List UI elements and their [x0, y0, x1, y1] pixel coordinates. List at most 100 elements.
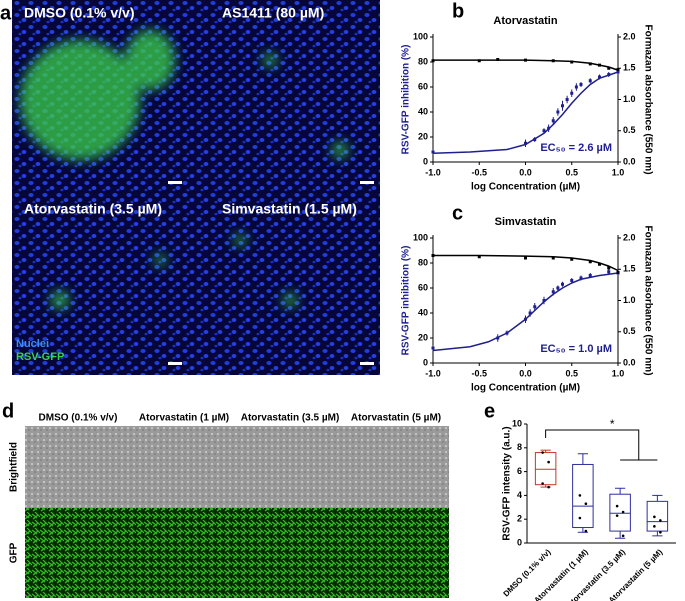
- y2-tick-label: 0.0: [623, 357, 636, 367]
- x-tick-label: 0.5: [565, 368, 578, 378]
- panel-label: d: [2, 400, 14, 422]
- y-axis-label: RSV-GFP inhibition (%): [401, 45, 412, 155]
- y2-tick-label: 2.0: [623, 31, 636, 41]
- box: [534, 452, 557, 486]
- y2-axis-label: Formazan absorbance (550 nm): [642, 24, 653, 174]
- x-tick-label: -0.5: [471, 167, 487, 177]
- data-point: [584, 529, 588, 533]
- data-point: [598, 262, 601, 266]
- panel-label: a: [0, 2, 12, 24]
- data-point: [653, 525, 656, 528]
- y2-tick-label: 1.0: [623, 94, 636, 104]
- data-point: [578, 494, 582, 497]
- y2-tick-label: 1.5: [623, 264, 636, 274]
- axes: [526, 424, 676, 544]
- scale-bars: [168, 181, 374, 365]
- data-point: [524, 141, 527, 145]
- legend-entry: Nuclei: [16, 338, 49, 350]
- y-tick-label: 0: [517, 537, 522, 547]
- data-point: [621, 534, 625, 538]
- x-tick-label: -0.5: [471, 368, 487, 378]
- data-point: [541, 451, 544, 454]
- column-header: Atorvastatin (1 µM): [139, 413, 229, 424]
- data-point: [431, 150, 435, 154]
- annotation: EC₅₀ = 1.0 µM: [540, 343, 612, 355]
- fit-curve: [432, 272, 619, 352]
- column-header: DMSO (0.1% v/v): [39, 413, 118, 424]
- data-point: [653, 515, 656, 519]
- data-point: [556, 286, 560, 290]
- y-axis-label: RSV-GFP intensity (a.u.): [502, 426, 513, 540]
- row-label: Brightfield: [9, 442, 20, 492]
- image-caption: DMSO (0.1% v/v): [24, 5, 134, 21]
- annotation: *: [610, 417, 615, 431]
- x-tick-label: 1.0: [612, 167, 625, 177]
- panel-label: b: [452, 0, 464, 22]
- data-point: [584, 502, 588, 506]
- y-tick-label: 60: [418, 81, 428, 91]
- data-point: [528, 311, 532, 315]
- x-tick-label: 1.0: [612, 368, 625, 378]
- x-tick-label: 0.5: [565, 167, 578, 177]
- y-tick-label: 40: [418, 307, 428, 317]
- data-point: [659, 530, 662, 534]
- data-point: [607, 270, 611, 274]
- y2-tick-label: 0.0: [623, 156, 636, 166]
- box: [572, 463, 594, 529]
- legend-entry: RSV-GFP: [16, 351, 64, 363]
- y2-tick-label: 1.0: [623, 295, 636, 305]
- box: [609, 493, 631, 532]
- gfp-row: [25, 508, 449, 598]
- column-header: Atorvastatin (5 µM): [351, 413, 441, 424]
- data-point: [615, 504, 619, 508]
- chart-title: Simvastatin: [495, 216, 557, 228]
- data-point: [570, 279, 574, 282]
- data-point: [578, 516, 582, 520]
- data-point: [588, 260, 592, 264]
- data-point: [570, 257, 574, 261]
- column-header: Atorvastatin (3.5 µM): [241, 413, 340, 424]
- box: [646, 500, 669, 532]
- data-point: [579, 83, 583, 86]
- data-point: [561, 104, 564, 108]
- y-tick-label: 2: [517, 514, 522, 524]
- data-point: [541, 482, 544, 485]
- data-point: [542, 129, 546, 133]
- data-point: [431, 346, 435, 350]
- row-label: GFP: [9, 542, 20, 563]
- chart-title: Atorvastatin: [493, 15, 557, 27]
- y2-tick-label: 0.5: [623, 326, 636, 336]
- x-tick-label: -1.0: [425, 368, 441, 378]
- y-tick-label: 10: [512, 418, 522, 428]
- y-axis-label: RSV-GFP inhibition (%): [401, 246, 412, 356]
- panel-d: DMSO (0.1% v/v) Atorvastatin (1 µM) Ator…: [9, 413, 449, 598]
- y2-tick-label: 1.5: [623, 63, 636, 73]
- y2-tick-label: 0.5: [623, 125, 636, 135]
- x-axis-label: log Concentration (µM): [471, 383, 580, 394]
- y-tick-label: 4: [517, 490, 522, 500]
- data-point: [607, 66, 611, 70]
- y-tick-label: 20: [418, 131, 428, 141]
- fit-curve: [433, 59, 619, 71]
- image-caption: AS1411 (80 µM): [222, 5, 324, 21]
- y-tick-label: 80: [418, 56, 428, 66]
- data-point: [588, 79, 592, 83]
- data-point: [570, 91, 574, 95]
- data-point: [588, 274, 592, 277]
- annotation: EC₅₀ = 2.6 µM: [540, 142, 612, 154]
- fit-curve: [433, 254, 619, 272]
- x-tick-label: -1.0: [425, 167, 441, 177]
- y-tick-label: 8: [517, 442, 522, 452]
- x-axis-label: log Concentration (µM): [471, 182, 580, 193]
- panel-label: c: [452, 202, 463, 224]
- image-caption: Atorvastatin (3.5 µM): [24, 201, 162, 217]
- data-point: [551, 119, 555, 123]
- x-tick-label: 0.0: [519, 167, 532, 177]
- significance-bracket: [545, 429, 658, 461]
- data-point: [551, 290, 555, 294]
- data-point: [547, 460, 550, 464]
- y2-tick-label: 2.0: [623, 232, 636, 242]
- data-point: [574, 85, 578, 89]
- data-point: [579, 276, 583, 280]
